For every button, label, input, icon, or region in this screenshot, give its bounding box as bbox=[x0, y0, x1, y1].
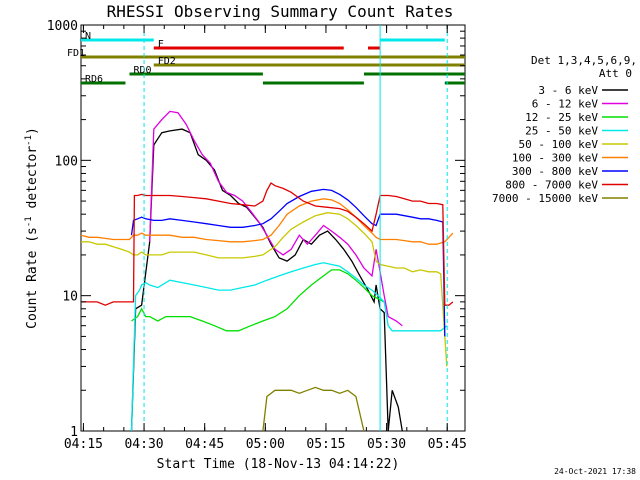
series-line-300-800-kev bbox=[130, 188, 446, 337]
x-tick-label: 05:15 bbox=[306, 437, 345, 452]
date-stamp: 24-Oct-2021 17:38 bbox=[554, 467, 636, 476]
plot-frame bbox=[80, 24, 466, 432]
x-axis-label: Start Time (18-Nov-13 04:14:22) bbox=[157, 457, 400, 472]
legend-label-25-50-kev: 25 - 50 keV bbox=[525, 125, 598, 138]
series-line-100-300-kev bbox=[80, 198, 454, 245]
series-line-50-100-kev bbox=[81, 212, 448, 367]
y-tick-label: 100 bbox=[55, 154, 78, 169]
legend-label-100-300-kev: 100 - 300 keV bbox=[512, 152, 598, 165]
legend-label-7000-15000-kev: 7000 - 15000 keV bbox=[492, 192, 598, 205]
series-layer bbox=[80, 110, 454, 432]
series-line-7000-15000-kev bbox=[262, 386, 365, 432]
legend-label-3-6-kev: 3 - 6 keV bbox=[538, 84, 598, 97]
y-tick-label: 1 bbox=[70, 425, 78, 440]
flag-label-f: F bbox=[158, 39, 164, 50]
series-line-25-50-kev bbox=[130, 262, 448, 432]
x-tick-label: 04:15 bbox=[64, 437, 103, 452]
legend-label-50-100-kev: 50 - 100 keV bbox=[519, 138, 599, 151]
legend-label-800-7000-kev: 800 - 7000 keV bbox=[505, 179, 598, 192]
legend-label-6-12-kev: 6 - 12 keV bbox=[532, 98, 599, 111]
chart-title: RHESSI Observing Summary Count Rates bbox=[107, 2, 454, 21]
axes: 04:15 04:30 04:45 05:00 05:15 05:30 05:45 1 10 10… bbox=[47, 19, 467, 452]
flag-label-rd6: RD6 bbox=[85, 74, 103, 85]
x-tick-label: 04:45 bbox=[185, 437, 224, 452]
x-tick-label: 05:45 bbox=[428, 437, 467, 452]
y-axis-label: Count Rate (s-1 detector-1) bbox=[24, 127, 40, 329]
legend-label-300-800-kev: 300 - 800 keV bbox=[512, 165, 598, 178]
x-tick-label: 05:30 bbox=[367, 437, 406, 452]
series-line-3-6-kev bbox=[130, 128, 403, 432]
x-tick-label: 04:30 bbox=[124, 437, 163, 452]
series-line-12-25-kev bbox=[131, 269, 385, 332]
flag-label-fd1: FD1 bbox=[67, 48, 85, 59]
legend-title-detectors: Det 1,3,4,5,6,9, bbox=[531, 54, 637, 67]
series-line-800-7000-kev bbox=[81, 182, 454, 306]
y-tick-label: 10 bbox=[62, 290, 78, 305]
legend-label-12-25-kev: 12 - 25 keV bbox=[525, 111, 598, 124]
y-tick-label: 1000 bbox=[47, 19, 78, 34]
flag-bars: N F FD1 FD2 RD0 RD6 bbox=[67, 25, 465, 431]
x-tick-label: 05:00 bbox=[246, 437, 285, 452]
legend-title-attenuator: Att 0 bbox=[599, 67, 632, 80]
flag-label-n: N bbox=[85, 31, 91, 42]
series-line-6-12-kev bbox=[149, 110, 403, 327]
flag-label-fd2: FD2 bbox=[158, 56, 176, 67]
flag-label-rd0: RD0 bbox=[134, 65, 152, 76]
